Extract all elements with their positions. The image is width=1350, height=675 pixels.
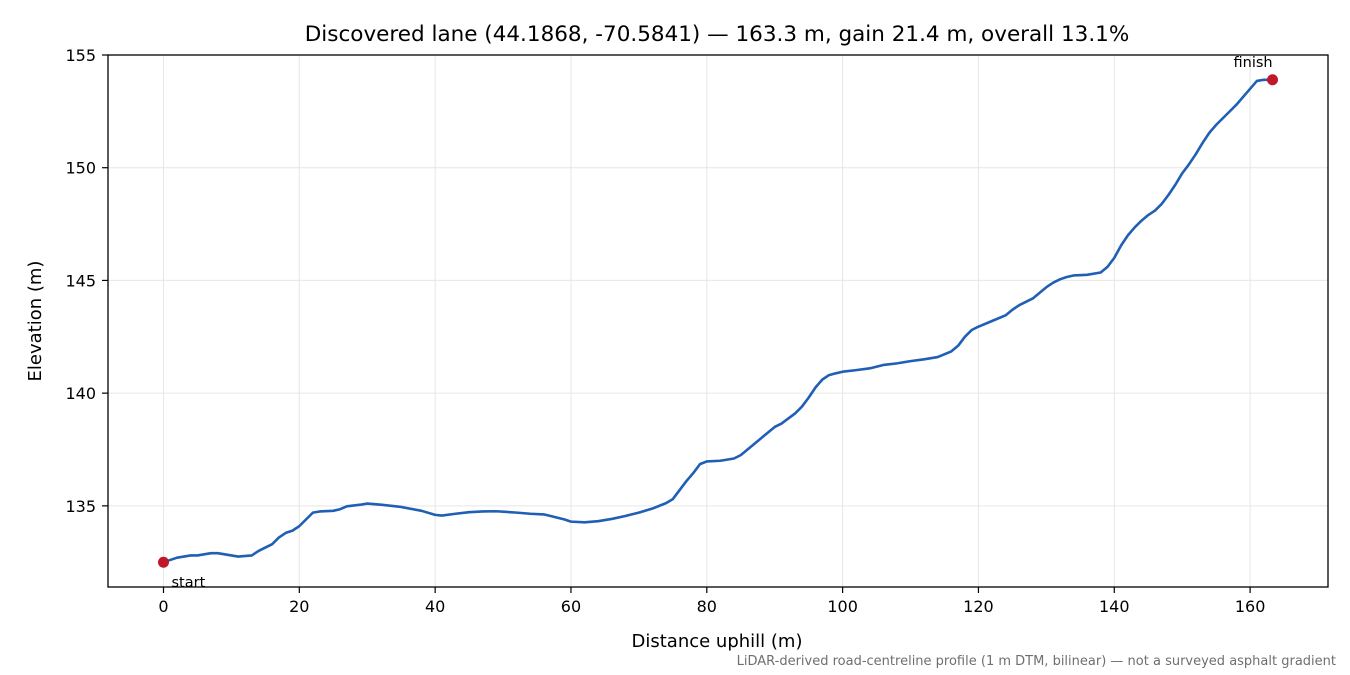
x-axis-ticks: 0 20 40 60 80 100 120 140 160 <box>158 587 1265 616</box>
y-tick-label: 140 <box>65 384 96 403</box>
x-tick-label: 80 <box>697 597 717 616</box>
start-label: start <box>171 575 205 591</box>
x-tick-label: 100 <box>827 597 858 616</box>
y-tick-label: 135 <box>65 497 96 516</box>
x-tick-label: 160 <box>1235 597 1266 616</box>
x-tick-label: 40 <box>425 597 445 616</box>
finish-marker <box>1267 74 1279 86</box>
y-tick-label: 145 <box>65 271 96 290</box>
plot-frame <box>107 54 1329 588</box>
x-tick-label: 0 <box>158 597 168 616</box>
series-line <box>162 78 1274 564</box>
finish-label: finish <box>1234 55 1273 71</box>
x-tick-label: 120 <box>963 597 994 616</box>
x-axis-label: Distance uphill (m) <box>632 631 803 652</box>
y-tick-label: 155 <box>65 46 96 65</box>
footnote: LiDAR-derived road-centreline profile (1… <box>737 654 1336 669</box>
elevation-profile-line <box>162 78 1274 564</box>
y-tick-label: 150 <box>65 159 96 178</box>
y-axis-ticks: 135 140 145 150 155 <box>65 46 108 516</box>
x-tick-label: 60 <box>561 597 581 616</box>
x-tick-label: 140 <box>1099 597 1130 616</box>
y-axis-label: Elevation (m) <box>25 261 46 382</box>
x-tick-label: 20 <box>289 597 309 616</box>
chart-title: Discovered lane (44.1868, -70.5841) — 16… <box>305 22 1130 47</box>
start-marker <box>157 556 169 568</box>
